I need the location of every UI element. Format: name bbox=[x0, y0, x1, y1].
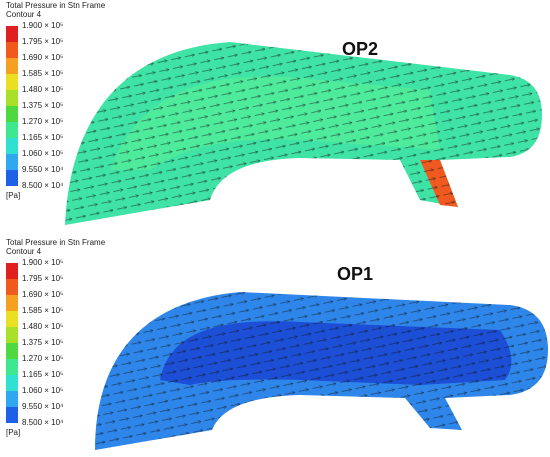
legend-level: 1.165 × 10⁵ bbox=[22, 370, 63, 379]
legend-level: 1.060 × 10⁵ bbox=[22, 149, 63, 158]
legend-subtitle: Contour 4 bbox=[6, 247, 42, 256]
legend-level: 1.270 × 10⁵ bbox=[22, 354, 63, 363]
color-band bbox=[6, 138, 18, 154]
color-band bbox=[6, 407, 18, 423]
legend-level: 9.550 × 10⁴ bbox=[22, 402, 64, 411]
legend-level: 1.375 × 10⁵ bbox=[22, 338, 63, 347]
operating-point-label: OP1 bbox=[337, 264, 373, 284]
legend-level: 1.690 × 10⁵ bbox=[22, 290, 63, 299]
legend-level: 1.585 × 10⁵ bbox=[22, 69, 63, 78]
color-band bbox=[6, 122, 18, 138]
color-band bbox=[6, 311, 18, 327]
legend-unit: [Pa] bbox=[6, 428, 20, 437]
legend-level: 1.795 × 10⁵ bbox=[22, 37, 63, 46]
legend-level: 1.060 × 10⁵ bbox=[22, 386, 63, 395]
legend-level: 9.550 × 10⁴ bbox=[22, 165, 64, 174]
color-band bbox=[6, 26, 18, 42]
legend-level: 8.500 × 10⁴ bbox=[22, 418, 64, 427]
legend-level: 1.900 × 10⁵ bbox=[22, 258, 63, 267]
color-band bbox=[6, 343, 18, 359]
legend-unit: [Pa] bbox=[6, 191, 20, 200]
legend-subtitle: Contour 4 bbox=[6, 10, 42, 19]
color-band bbox=[6, 58, 18, 74]
legend-level: 1.165 × 10⁵ bbox=[22, 133, 63, 142]
legend-level: 1.795 × 10⁵ bbox=[22, 274, 63, 283]
legend-level: 1.270 × 10⁵ bbox=[22, 117, 63, 126]
legend-level: 1.480 × 10⁵ bbox=[22, 322, 63, 331]
color-band bbox=[6, 170, 18, 186]
color-band bbox=[6, 279, 18, 295]
contour-op1 bbox=[95, 292, 548, 450]
legend-level: 1.690 × 10⁵ bbox=[22, 53, 63, 62]
color-band bbox=[6, 74, 18, 90]
color-band bbox=[6, 375, 18, 391]
color-band bbox=[6, 154, 18, 170]
legend-level: 1.375 × 10⁵ bbox=[22, 101, 63, 110]
color-band bbox=[6, 327, 18, 343]
legend-level: 1.585 × 10⁵ bbox=[22, 306, 63, 315]
color-band bbox=[6, 90, 18, 106]
contour-op2 bbox=[65, 42, 542, 225]
color-band bbox=[6, 263, 18, 279]
legend-level: 1.480 × 10⁵ bbox=[22, 85, 63, 94]
color-band bbox=[6, 295, 18, 311]
color-band bbox=[6, 391, 18, 407]
legend-level: 8.500 × 10⁴ bbox=[22, 181, 64, 190]
color-band bbox=[6, 42, 18, 58]
legend-level: 1.900 × 10⁵ bbox=[22, 21, 63, 30]
color-band bbox=[6, 359, 18, 375]
color-band bbox=[6, 106, 18, 122]
legend-title: Total Pressure in Stn Frame bbox=[6, 1, 106, 10]
operating-point-label: OP2 bbox=[342, 39, 378, 59]
legend-title: Total Pressure in Stn Frame bbox=[6, 238, 106, 247]
